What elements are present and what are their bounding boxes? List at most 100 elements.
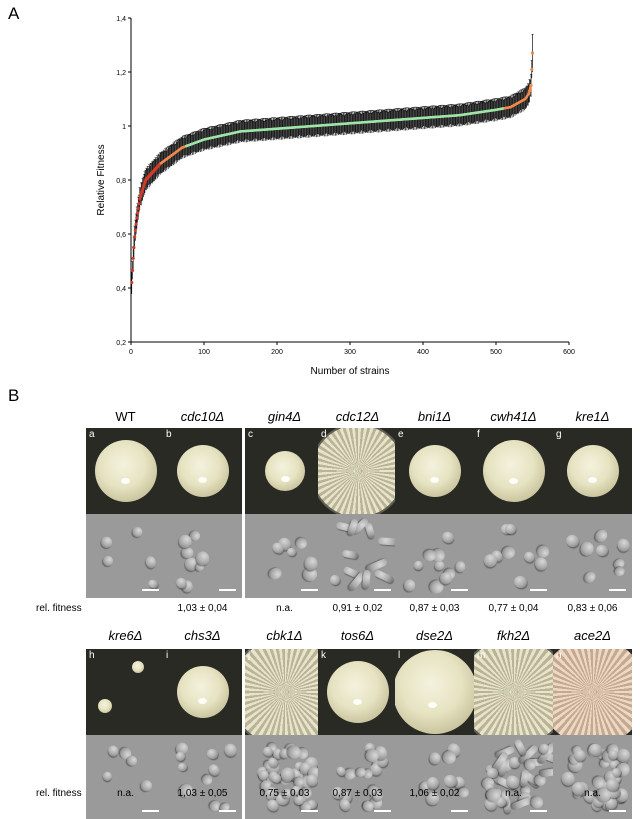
scale-bar — [451, 589, 468, 591]
yeast-cell — [101, 770, 114, 783]
panel-letter: i — [166, 650, 169, 661]
panel-letter: b — [166, 429, 172, 440]
y-tick-label: 1 — [122, 124, 126, 131]
y-axis-label: Relative Fitness — [96, 144, 107, 215]
data-point — [527, 89, 532, 93]
yeast-cell — [144, 555, 158, 570]
colony-highlight — [198, 698, 208, 705]
yeast-cell — [579, 540, 596, 557]
yeast-cell — [373, 568, 395, 584]
colony-highlight — [430, 477, 440, 484]
genotype-label: cdc10Δ — [180, 409, 225, 424]
fitness-value: n.a. — [505, 788, 522, 799]
fitness-value: 0,77 ± 0,04 — [488, 603, 539, 614]
colony-tile: g — [553, 428, 632, 514]
y-tick-label: 1,4 — [116, 16, 126, 23]
scale-bar — [219, 810, 236, 812]
fitness-value: 0,75 ± 0,03 — [259, 788, 310, 799]
yeast-cell — [362, 570, 372, 590]
genotype-label: WT — [115, 409, 136, 424]
panel-letter: e — [398, 429, 404, 440]
micrograph-tile — [553, 514, 632, 598]
colony-tile: c — [245, 428, 324, 514]
colony-tile: d — [318, 428, 397, 514]
colony-tile: a — [86, 428, 165, 514]
micrograph-tile — [395, 735, 474, 819]
genotype-label: tos6Δ — [340, 628, 375, 643]
fitness-value: 0,87 ± 0,03 — [409, 603, 460, 614]
x-tick-label: 400 — [417, 349, 429, 356]
colony-image — [98, 699, 112, 713]
panel-letter: g — [556, 429, 562, 440]
micrograph-tile — [553, 735, 632, 819]
fitness-value: n.a. — [276, 603, 293, 614]
data-point — [131, 256, 135, 260]
scale-bar — [301, 589, 318, 591]
genotype-label: fkh2Δ — [496, 628, 531, 643]
yeast-cell — [614, 536, 632, 554]
colony-tile: f — [474, 428, 553, 514]
y-tick-label: 0,8 — [116, 178, 126, 185]
yeast-cell — [564, 532, 581, 549]
panel-letter: n — [556, 650, 562, 661]
micrograph-tile — [86, 514, 165, 598]
fitness-value: n.a. — [117, 788, 134, 799]
micrograph-tile — [395, 514, 474, 598]
yeast-cell — [221, 741, 240, 760]
yeast-cell — [266, 565, 284, 582]
x-tick-label: 100 — [198, 349, 210, 356]
yeast-cell — [106, 743, 121, 758]
scale-bar — [142, 589, 159, 591]
data-point — [132, 245, 136, 250]
yeast-cell — [102, 555, 114, 566]
yeast-cell — [592, 527, 610, 544]
y-tick-label: 1,2 — [116, 70, 126, 77]
colony-image — [176, 666, 229, 718]
yeast-cell — [295, 537, 308, 550]
data-point — [529, 83, 533, 88]
yeast-cell — [285, 547, 297, 558]
colony-image — [326, 661, 389, 723]
yeast-cell — [341, 549, 360, 560]
panel-letter: f — [477, 429, 480, 440]
yeast-cell — [512, 737, 528, 757]
panel-b-label: B — [8, 386, 20, 405]
scale-bar — [219, 589, 236, 591]
colony-image — [94, 440, 157, 502]
yeast-cell — [329, 573, 342, 586]
scale-bar — [530, 810, 547, 812]
data-point — [135, 211, 140, 215]
yeast-cell — [539, 767, 553, 778]
yeast-cell — [195, 549, 211, 567]
fitness-value: 1,03 ± 0,05 — [177, 788, 228, 799]
x-tick-label: 500 — [490, 349, 502, 356]
micrograph-tile — [245, 514, 324, 598]
genotype-label: cdc12Δ — [335, 409, 380, 424]
colony-image — [318, 428, 397, 514]
y-tick-label: 0,2 — [116, 340, 126, 347]
genotype-label: kre6Δ — [108, 628, 143, 643]
yeast-cell — [429, 752, 441, 766]
data-point — [136, 206, 140, 210]
fitness-value: 0,91 ± 0,02 — [332, 603, 383, 614]
fitness-value: n.a. — [584, 788, 601, 799]
fitness-row-label: rel. fitness — [36, 788, 82, 799]
yeast-cell — [177, 761, 188, 772]
data-point — [134, 222, 138, 226]
colony-tile: l — [395, 649, 474, 735]
scale-bar — [530, 589, 547, 591]
yeast-cell — [581, 568, 598, 585]
y-tick-label: 0,6 — [116, 232, 126, 239]
micrograph-tile — [86, 735, 165, 819]
colony-highlight — [120, 478, 130, 485]
colony-image — [482, 440, 545, 502]
panel-letter: j — [248, 650, 251, 661]
yeast-cell — [404, 578, 416, 591]
colony-image — [395, 650, 474, 734]
colony-highlight — [352, 699, 362, 706]
data-point — [530, 67, 534, 71]
y-tick-label: 0,4 — [116, 286, 126, 293]
colony-highlight — [508, 478, 518, 485]
panel-letter: h — [89, 650, 95, 661]
x-tick-label: 300 — [344, 349, 356, 356]
